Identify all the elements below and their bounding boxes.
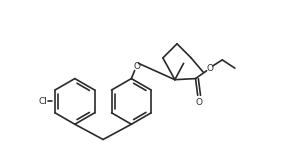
Text: O: O [133,62,140,71]
Text: O: O [206,64,213,73]
Text: O: O [196,97,203,106]
Text: Cl: Cl [39,97,48,106]
